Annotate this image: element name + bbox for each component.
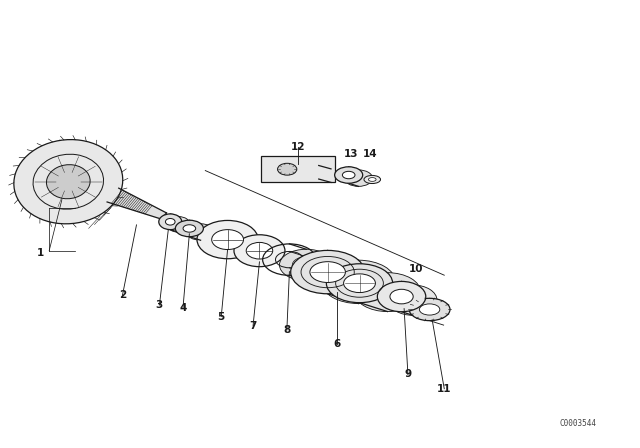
Text: 8: 8: [284, 325, 291, 335]
Ellipse shape: [187, 224, 214, 240]
FancyBboxPatch shape: [260, 156, 335, 182]
Text: 6: 6: [333, 339, 341, 349]
Ellipse shape: [355, 273, 420, 311]
Text: 12: 12: [291, 142, 305, 152]
Ellipse shape: [183, 225, 196, 232]
Polygon shape: [107, 188, 166, 219]
Text: 9: 9: [404, 370, 412, 379]
Ellipse shape: [364, 176, 381, 184]
Ellipse shape: [419, 304, 440, 315]
Ellipse shape: [409, 298, 450, 321]
Ellipse shape: [378, 281, 426, 312]
Text: 7: 7: [250, 320, 257, 331]
Ellipse shape: [335, 167, 363, 183]
Ellipse shape: [234, 235, 285, 267]
Ellipse shape: [342, 171, 355, 179]
Ellipse shape: [159, 214, 182, 230]
Ellipse shape: [212, 230, 243, 250]
Ellipse shape: [388, 285, 437, 315]
Ellipse shape: [175, 220, 204, 237]
Ellipse shape: [321, 260, 396, 304]
Text: 3: 3: [156, 300, 163, 310]
Ellipse shape: [291, 250, 365, 294]
Ellipse shape: [197, 220, 258, 259]
Ellipse shape: [278, 164, 297, 175]
Ellipse shape: [167, 216, 190, 233]
Ellipse shape: [344, 170, 372, 186]
Ellipse shape: [326, 264, 393, 303]
Text: 11: 11: [437, 384, 451, 394]
Text: 10: 10: [408, 264, 423, 275]
Ellipse shape: [246, 242, 273, 259]
Ellipse shape: [14, 140, 123, 224]
Ellipse shape: [344, 274, 376, 293]
Ellipse shape: [292, 257, 320, 273]
Ellipse shape: [390, 289, 413, 304]
Ellipse shape: [165, 219, 175, 225]
Text: 2: 2: [119, 290, 126, 300]
Text: 1: 1: [37, 248, 45, 258]
Text: 13: 13: [343, 149, 358, 159]
Ellipse shape: [369, 177, 376, 181]
Ellipse shape: [372, 283, 403, 302]
Ellipse shape: [280, 249, 333, 280]
Ellipse shape: [47, 165, 90, 199]
Text: 4: 4: [179, 303, 187, 313]
Text: C0003544: C0003544: [559, 419, 596, 428]
Text: 5: 5: [218, 312, 225, 322]
Ellipse shape: [310, 262, 346, 283]
Text: 14: 14: [362, 149, 377, 159]
Ellipse shape: [340, 271, 376, 292]
